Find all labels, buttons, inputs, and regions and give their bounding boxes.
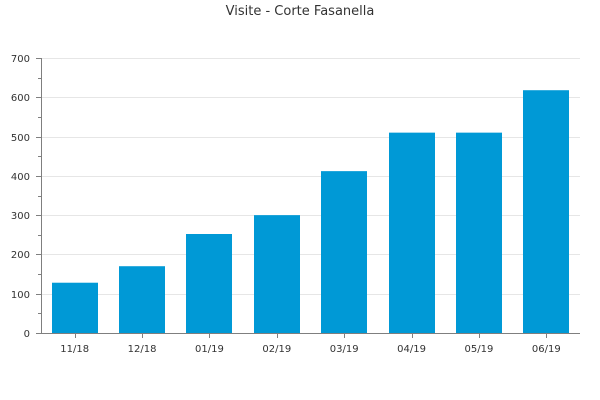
y-tick-label: 0 bbox=[24, 329, 30, 340]
x-tick-label: 03/19 bbox=[330, 344, 359, 355]
bars bbox=[52, 90, 569, 333]
x-tick-label: 11/18 bbox=[60, 344, 89, 355]
bar-02-19 bbox=[254, 215, 300, 333]
y-tick-label: 100 bbox=[11, 290, 30, 301]
axes bbox=[36, 58, 580, 338]
tick-labels: 0 100 200 300 400 500 600 700 11/18 12/18 01/19 02/… bbox=[11, 54, 561, 355]
bar-11-18 bbox=[52, 282, 98, 333]
bar-03-19 bbox=[321, 171, 367, 333]
x-tick-label: 01/19 bbox=[195, 344, 224, 355]
chart-title: Visite - Corte Fasanella bbox=[225, 4, 375, 19]
y-tick-label: 500 bbox=[11, 133, 30, 144]
x-tick-label: 05/19 bbox=[465, 344, 494, 355]
y-tick-label: 400 bbox=[11, 172, 30, 183]
x-tick-label: 04/19 bbox=[397, 344, 426, 355]
bar-04-19 bbox=[389, 132, 435, 333]
y-tick-label: 200 bbox=[11, 250, 30, 261]
bar-01-19 bbox=[186, 234, 232, 333]
y-tick-label: 300 bbox=[11, 211, 30, 222]
bar-06-19 bbox=[523, 90, 569, 333]
bar-12-18 bbox=[119, 266, 165, 333]
y-tick-label: 700 bbox=[11, 54, 30, 65]
bar-05-19 bbox=[456, 132, 502, 333]
x-tick-label: 06/19 bbox=[532, 344, 561, 355]
x-tick-label: 02/19 bbox=[262, 344, 291, 355]
y-tick-label: 600 bbox=[11, 93, 30, 104]
x-tick-label: 12/18 bbox=[128, 344, 157, 355]
